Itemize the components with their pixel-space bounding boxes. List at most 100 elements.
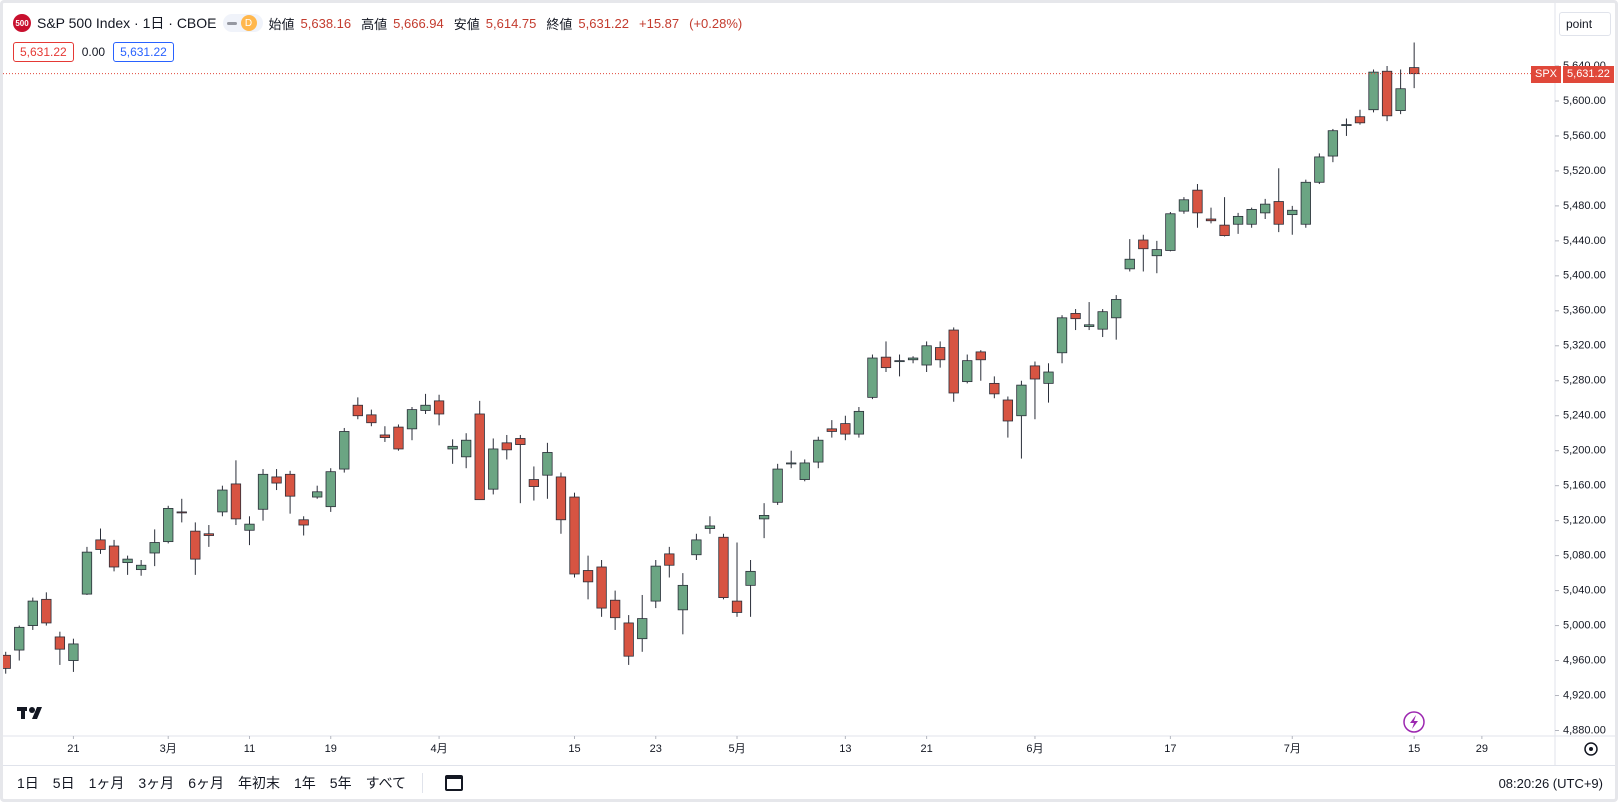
y-tick-label: 4,880.00 <box>1563 724 1606 736</box>
candle-body <box>461 439 472 458</box>
candle-body <box>420 404 431 411</box>
tag-symbol: SPX <box>1531 65 1562 83</box>
candle-body <box>772 468 783 503</box>
change-percent: (+0.28%) <box>689 15 743 31</box>
candle-body <box>921 345 932 366</box>
x-tick-label: 11 <box>244 743 255 755</box>
candle-body <box>691 539 702 556</box>
candle-body <box>1260 203 1271 214</box>
candle-body <box>623 622 634 657</box>
candle-body <box>488 448 499 490</box>
tv-logo-part <box>21 707 25 719</box>
range-button[interactable]: 1年 <box>293 775 316 791</box>
lightning-bolt <box>1410 715 1418 729</box>
candle-body <box>41 598 52 624</box>
close-value: 5,631.22 <box>578 15 629 31</box>
candle-body <box>1287 209 1298 216</box>
lightning-icon <box>1403 711 1425 733</box>
x-tick-label: 3月 <box>160 743 177 755</box>
range-button[interactable]: すべて <box>365 775 407 791</box>
candle-body <box>1111 299 1122 319</box>
candle-body <box>637 618 648 640</box>
y-tick-label: 5,440.00 <box>1563 235 1606 247</box>
y-tick-label: 4,920.00 <box>1563 689 1606 701</box>
candle-body <box>501 442 512 451</box>
y-tick-label: 5,480.00 <box>1563 200 1606 212</box>
change-value: +15.87 <box>639 15 680 31</box>
candle-body <box>68 643 79 661</box>
x-tick-label: 19 <box>325 743 337 755</box>
y-tick-label: 5,560.00 <box>1563 130 1606 142</box>
candle-body <box>406 409 418 430</box>
candle-body <box>108 545 120 568</box>
candle-body <box>1395 88 1406 111</box>
candle-body <box>284 473 296 497</box>
candle-body <box>569 496 580 575</box>
candle-body <box>217 489 228 513</box>
legend-header: 500 S&P 500 Index · 1日 · CBOE D 始値 5,638.… <box>13 13 746 33</box>
range-button[interactable]: 1日 <box>17 775 39 791</box>
high-value: 5,666.94 <box>393 15 444 31</box>
range-button[interactable]: 3ヶ月 <box>138 775 175 791</box>
candle-body <box>935 347 946 361</box>
candle-body <box>853 410 865 435</box>
y-tick-label: 5,240.00 <box>1563 410 1606 422</box>
candle-body <box>190 530 201 560</box>
clock[interactable]: 08:20:26 (UTC+9) <box>1498 775 1603 791</box>
interval-letter: D <box>240 15 257 31</box>
candle-body <box>81 551 93 595</box>
candle-body <box>3 654 11 669</box>
candle-body <box>244 523 255 531</box>
candle-body <box>1056 317 1068 354</box>
candle-body <box>27 600 38 626</box>
interval-badge[interactable]: D <box>222 14 263 32</box>
separator <box>422 773 424 793</box>
candle-body <box>135 564 147 571</box>
settings-icon <box>1584 742 1598 756</box>
candle-body <box>1327 130 1339 157</box>
range-button[interactable]: 5日 <box>52 775 75 791</box>
x-tick-label: 21 <box>920 743 932 755</box>
candle-body <box>447 445 458 450</box>
candle-body <box>474 413 485 501</box>
ask-box[interactable]: 5,631.22 <box>113 42 174 62</box>
candle-body <box>1165 213 1176 251</box>
x-tick-label: 23 <box>650 743 662 755</box>
range-button[interactable]: 1ヶ月 <box>88 775 125 791</box>
quote-row: 5,631.22 0.00 5,631.22 <box>13 42 174 62</box>
candle-body <box>271 476 282 484</box>
symbol-title[interactable]: S&P 500 Index · 1日 · CBOE <box>37 15 217 31</box>
scale-mode[interactable]: point <box>1559 12 1611 36</box>
candle-body <box>257 473 269 510</box>
range-button[interactable]: 5年 <box>329 775 352 791</box>
y-tick-label: 5,200.00 <box>1563 445 1606 457</box>
tv-logo-part <box>29 707 35 713</box>
range-button[interactable]: 6ヶ月 <box>188 775 224 791</box>
y-tick-label: 5,120.00 <box>1563 515 1606 527</box>
candle-body <box>1151 249 1162 257</box>
bid-box[interactable]: 5,631.22 <box>13 42 74 62</box>
candle-body <box>1043 371 1054 384</box>
candle-body <box>1205 218 1217 222</box>
bottom-toolbar: 1日 5日 1ヶ月 3ヶ月 6ヶ月 年初末 1年 5年 すべて 08:20:26 (UTC+9) <box>3 765 1615 799</box>
y-tick-label: 5,160.00 <box>1563 480 1606 492</box>
range-button[interactable]: 年初末 <box>237 775 280 791</box>
candle-body <box>1138 239 1149 250</box>
candle-body <box>826 428 837 432</box>
date-range-icon[interactable] <box>445 775 464 791</box>
y-tick-label: 5,400.00 <box>1563 270 1606 282</box>
candle-body <box>1314 156 1325 183</box>
y-tick-label: 5,280.00 <box>1563 375 1606 387</box>
candle-body <box>677 584 688 611</box>
y-tick-label: 5,600.00 <box>1563 95 1606 107</box>
tag-price: 5,631.22 <box>1563 65 1614 83</box>
candle-body <box>298 519 309 526</box>
spread: 0.00 <box>81 45 106 59</box>
candle-body <box>14 626 25 651</box>
tv-logo-part <box>32 707 42 719</box>
candle-body <box>1246 208 1257 225</box>
y-tick-label: 5,000.00 <box>1563 619 1606 631</box>
candle-body <box>1300 181 1311 225</box>
candle-body <box>718 536 729 598</box>
candle-body <box>758 515 770 520</box>
